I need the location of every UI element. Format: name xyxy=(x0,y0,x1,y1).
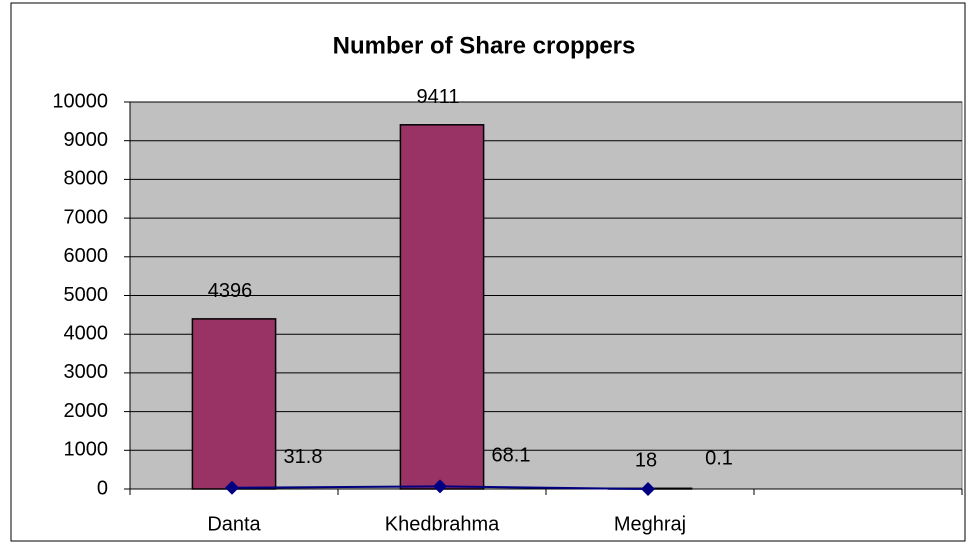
y-tick-label: 2000 xyxy=(64,400,109,422)
line-marker xyxy=(641,481,655,496)
y-tick-label: 3000 xyxy=(64,361,109,383)
y-tick-label: 10000 xyxy=(52,90,108,112)
bar-value-label: 9411 xyxy=(416,86,459,108)
bar xyxy=(399,124,485,490)
y-tick-label: 5000 xyxy=(64,284,109,306)
line-marker xyxy=(433,479,447,494)
bar-value-label: 18 xyxy=(635,450,657,472)
chart-title: Number of Share croppers xyxy=(333,32,636,59)
line-value-label: 68.1 xyxy=(492,445,531,467)
y-tick-label: 4000 xyxy=(64,322,109,344)
y-tick-label: 9000 xyxy=(64,129,109,151)
y-tick-label: 8000 xyxy=(64,168,109,190)
bar-value-label: 4396 xyxy=(208,280,253,302)
x-tick-label: Meghraj xyxy=(614,513,686,535)
y-tick-label: 6000 xyxy=(64,245,109,267)
y-tick-label: 0 xyxy=(97,477,108,499)
x-tick-label: Danta xyxy=(207,513,261,535)
y-tick-label: 7000 xyxy=(64,206,109,228)
x-tick-label: Khedbrahma xyxy=(385,513,500,535)
line-value-label: 0.1 xyxy=(705,447,733,469)
line-marker xyxy=(225,480,239,495)
y-tick-label: 1000 xyxy=(64,439,109,461)
line-value-label: 31.8 xyxy=(284,446,323,468)
bar xyxy=(191,318,277,490)
